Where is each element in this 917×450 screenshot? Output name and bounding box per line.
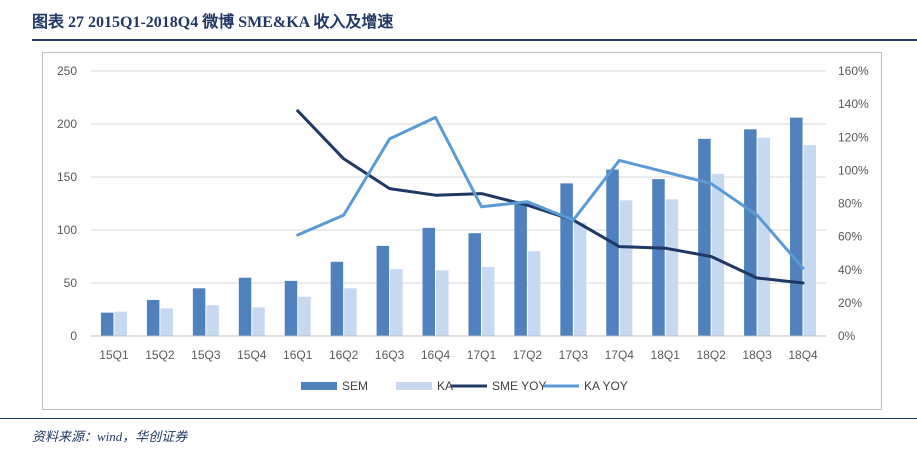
y-right-tick-label: 120%	[838, 130, 869, 144]
line-ka-yoy	[296, 115, 805, 270]
x-tick-label: 18Q4	[788, 348, 818, 362]
x-tick-label: 18Q1	[651, 348, 681, 362]
legend-label: SEM	[342, 379, 368, 393]
x-tick-label: 16Q4	[421, 348, 451, 362]
bottom-divider	[0, 418, 917, 419]
bar-ka	[436, 270, 449, 336]
bar-sem	[698, 138, 711, 336]
x-tick-label: 18Q3	[742, 348, 772, 362]
bar-ka	[665, 199, 679, 336]
bar-sem	[514, 203, 527, 336]
bar-sem	[146, 299, 160, 336]
bar-ka	[803, 145, 817, 336]
x-tick-label: 16Q3	[375, 348, 405, 362]
y-right-tick-label: 20%	[838, 296, 862, 310]
bar-sem	[422, 227, 436, 336]
y-left-tick-label: 50	[64, 276, 78, 290]
bar-sem	[652, 179, 665, 336]
figure-title: 图表 27 2015Q1-2018Q4 微博 SME&KA 收入及增速	[32, 14, 394, 31]
bar-ka	[206, 305, 219, 336]
bar-ka	[298, 296, 311, 336]
y-right-tick-label: 140%	[838, 97, 869, 111]
x-tick-label: 18Q2	[696, 348, 726, 362]
line-sme-yoy	[296, 109, 805, 285]
x-tick-label: 15Q3	[191, 348, 221, 362]
x-tick-label: 15Q4	[237, 348, 267, 362]
bar-ka	[481, 267, 495, 336]
y-right-tick-label: 0%	[838, 329, 856, 343]
bar-sem	[192, 288, 206, 336]
chart-svg: 0 50 100 150 200 250 0% 20% 40% 60% 80% 100% 120% 140…	[57, 64, 869, 393]
bar-sem	[284, 280, 298, 336]
bar-ka	[573, 222, 587, 336]
bar-ka	[114, 311, 127, 336]
bar-sem	[790, 117, 803, 336]
bar-sem	[468, 233, 481, 336]
bar-ka	[619, 200, 633, 336]
x-tick-label: 17Q4	[605, 348, 635, 362]
bar-sem	[560, 183, 573, 336]
bar-ka	[527, 251, 541, 336]
source-note: 资料来源：wind，华创证券	[32, 429, 188, 444]
bar-ka	[757, 137, 771, 336]
bar-sem	[330, 261, 344, 336]
bar-ka	[252, 307, 265, 336]
legend-label: SME YOY	[492, 379, 546, 393]
x-tick-label: 16Q2	[329, 348, 359, 362]
y-right-tick-label: 80%	[838, 197, 862, 211]
bar-ka	[711, 173, 725, 336]
title-divider	[32, 39, 917, 41]
y-right-tick-label: 100%	[838, 163, 869, 177]
x-tick-label: 17Q1	[467, 348, 497, 362]
y-right-tick-label: 40%	[838, 263, 862, 277]
bar-ka	[390, 269, 403, 336]
bar-sem	[100, 312, 114, 336]
chart-container: 0 50 100 150 200 250 0% 20% 40% 60% 80% 100% 120% 140…	[42, 52, 882, 410]
bar-sem	[744, 129, 757, 336]
bar-ka	[160, 308, 173, 336]
y-left-tick-label: 100	[57, 223, 77, 237]
legend-label: KA	[437, 379, 453, 393]
x-tick-label: 17Q3	[559, 348, 589, 362]
x-tick-label: 17Q2	[513, 348, 543, 362]
y-left-tick-label: 250	[57, 64, 77, 78]
legend-swatch	[301, 382, 337, 390]
x-tick-label: 16Q1	[283, 348, 313, 362]
y-right-tick-label: 160%	[838, 64, 869, 78]
bar-ka	[344, 288, 357, 336]
x-tick-label: 15Q1	[99, 348, 129, 362]
bar-sem	[376, 245, 390, 336]
legend-swatch	[396, 382, 432, 390]
legend-label: KA YOY	[584, 379, 628, 393]
y-right-tick-label: 60%	[838, 230, 862, 244]
bar-sem	[606, 169, 619, 336]
y-left-tick-label: 200	[57, 117, 77, 131]
bar-sem	[238, 277, 252, 336]
x-tick-label: 15Q2	[145, 348, 175, 362]
y-left-tick-label: 0	[70, 329, 77, 343]
y-left-tick-label: 150	[57, 170, 77, 184]
